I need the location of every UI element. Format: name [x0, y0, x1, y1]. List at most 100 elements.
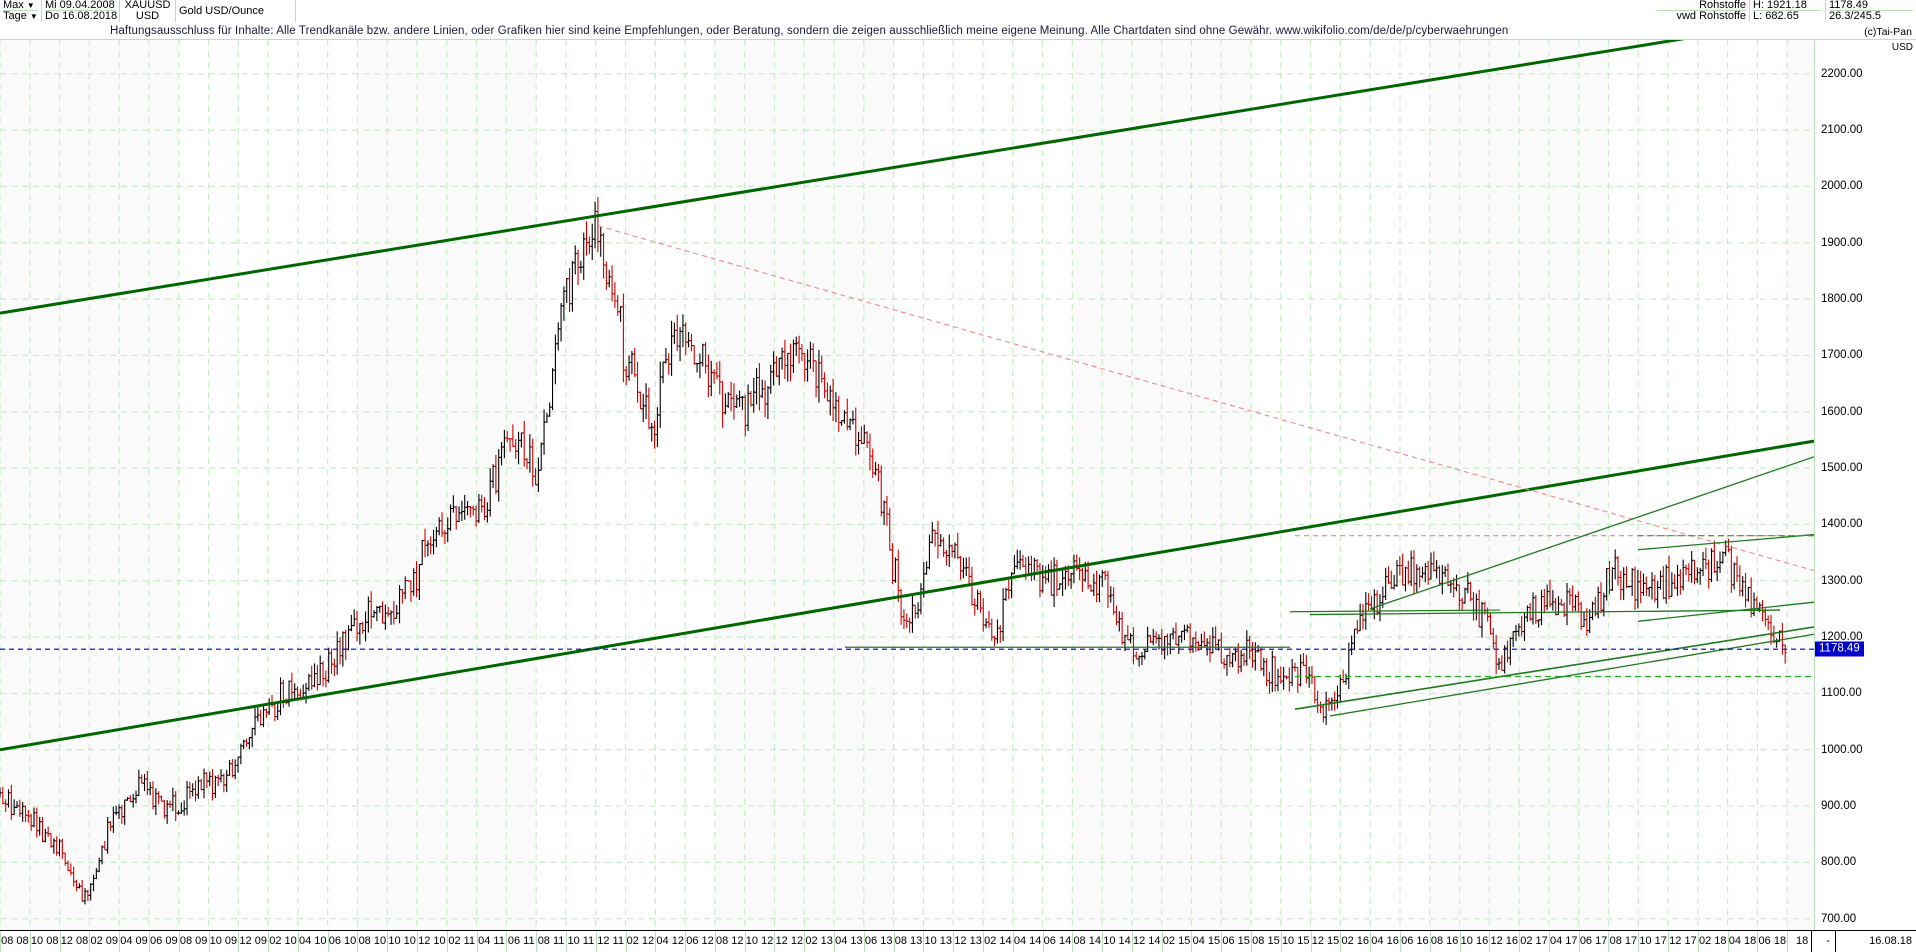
ohlc-bar [573, 245, 577, 275]
ohlc-bar [916, 602, 920, 619]
time-axis-tick-divider [1787, 931, 1789, 952]
price-axis-tick: 700.00 [1821, 912, 1857, 925]
ohlc-bar [899, 588, 903, 625]
ohlc-bar [1384, 567, 1388, 601]
ohlc-bar [1262, 657, 1266, 677]
channel-lower-major [0, 439, 1814, 752]
ohlc-bar [1259, 647, 1263, 672]
ascending-support-green [1294, 626, 1814, 710]
header-selectors[interactable]: Max ▼ Tage ▼ [0, 0, 42, 22]
ohlc-bar [545, 412, 549, 423]
ohlc-bar [584, 221, 589, 256]
ohlc-bar [1253, 642, 1257, 671]
ohlc-bar [570, 260, 574, 312]
time-axis-tick: 06 18 [1758, 935, 1787, 947]
time-axis-tick-divider [1578, 931, 1580, 952]
ohlc-bar [644, 383, 648, 420]
price-axis-tick: 1400.00 [1821, 518, 1863, 531]
ohlc-bar [307, 673, 311, 692]
ohlc-bar [678, 327, 682, 362]
header-date-range[interactable]: Mi 09.04.2008 Do 16.08.2018 [42, 0, 120, 22]
header-symbol-block[interactable]: XAUUSD USD [120, 0, 176, 22]
ohlc-bar [1007, 579, 1011, 600]
ohlc-bar [1613, 549, 1617, 580]
time-axis-tick-divider [714, 931, 716, 952]
time-axis-tick-divider [565, 931, 567, 952]
time-axis-tick-divider [178, 931, 180, 952]
time-axis-tick-divider [238, 931, 240, 952]
range-top-2016 [1289, 609, 1501, 613]
time-axis-tick: 10 15 [1281, 935, 1310, 947]
ohlc-bar [536, 457, 540, 493]
ohlc-bar [542, 409, 546, 455]
downtrend-resistance-red [597, 225, 1814, 572]
time-axis-tick: 06 10 [328, 935, 357, 947]
time-axis-tick: 10 12 [745, 935, 774, 947]
ohlc-bar [706, 354, 711, 398]
rising-channel-upper [1369, 456, 1814, 610]
ohlc-bar [967, 556, 971, 587]
chart-canvas [0, 40, 1814, 930]
time-axis-tick: 02 18 [1698, 935, 1727, 947]
ohlc-bar [1392, 574, 1396, 590]
ohlc-bar [910, 595, 915, 633]
ohlc-bar [1386, 566, 1391, 585]
ohlc-bar [1290, 658, 1294, 687]
time-axis-tick: 10 14 [1103, 935, 1131, 947]
time-axis-tick-divider [1221, 931, 1223, 952]
ohlc-bar [295, 686, 300, 699]
ohlc-bar [913, 604, 917, 619]
chart-plot-area[interactable] [0, 40, 1814, 930]
time-axis-tick: 12 14 [1133, 935, 1161, 947]
ohlc-bar [199, 778, 203, 791]
time-axis-tick: 08 14 [1073, 935, 1101, 947]
ohlc-bar [647, 387, 651, 430]
ohlc-bar [210, 769, 215, 801]
ohlc-bar [253, 707, 257, 736]
price-axis-unit-label: USD [1891, 42, 1913, 53]
ohlc-bar [576, 249, 580, 285]
ohlc-bar [582, 232, 586, 280]
ohlc-bar [1021, 555, 1025, 568]
ohlc-bar [995, 619, 1000, 644]
time-axis-tick: 08 17 [1609, 935, 1638, 947]
ohlc-bar [675, 314, 679, 351]
range-selector[interactable]: Max ▼ [3, 0, 38, 11]
price-axis-tick: 1200.00 [1821, 631, 1863, 644]
time-axis-tick-divider [1608, 931, 1610, 952]
ohlc-bar [179, 802, 183, 815]
ohlc-bar [281, 679, 285, 709]
year-background-bands [0, 40, 1814, 930]
time-axis-tick: 10 11 [567, 935, 595, 947]
ohlc-bar [579, 260, 583, 274]
time-axis-tick: 06 14 [1043, 935, 1072, 947]
time-axis-tick: 12 12 [775, 935, 804, 947]
ohlc-bar [1709, 548, 1714, 583]
interval-selector[interactable]: Tage ▼ [3, 11, 38, 22]
ohlc-bar [987, 610, 991, 628]
ohlc-bar [1752, 592, 1756, 617]
ohlc-bar [556, 322, 560, 351]
ohlc-bar [1282, 667, 1286, 690]
ohlc-bar [610, 265, 614, 302]
ohlc-bar [188, 781, 192, 799]
time-axis-tick-divider [1102, 931, 1104, 952]
ohlc-bar [927, 534, 932, 570]
time-axis[interactable]: 08 08 10 08 12 08 02 09 04 09 06 09 08 09 10 09… [0, 930, 1916, 952]
ohlc-bar [312, 663, 317, 688]
ohlc-bar [1015, 549, 1019, 569]
ohlc-bar [1712, 540, 1716, 574]
ohlc-bar [338, 636, 342, 665]
ohlc-bar [1636, 569, 1640, 609]
ohlc-bar [933, 529, 937, 547]
time-axis-tick-divider [1697, 931, 1699, 952]
header-last-price-block: 1178.49 26.3/245.5 [1826, 0, 1916, 22]
ohlc-bar [1763, 608, 1767, 627]
ohlc-bar [1619, 570, 1623, 601]
price-axis[interactable]: USD 2200.00 2100.00 2000.00 1900.00 1800.00 1… [1814, 40, 1916, 930]
ohlc-bar [539, 442, 543, 471]
time-axis-tick-divider [893, 931, 895, 952]
ohlc-bar [1650, 572, 1654, 600]
symbol-ticker: XAUUSD [124, 0, 171, 11]
